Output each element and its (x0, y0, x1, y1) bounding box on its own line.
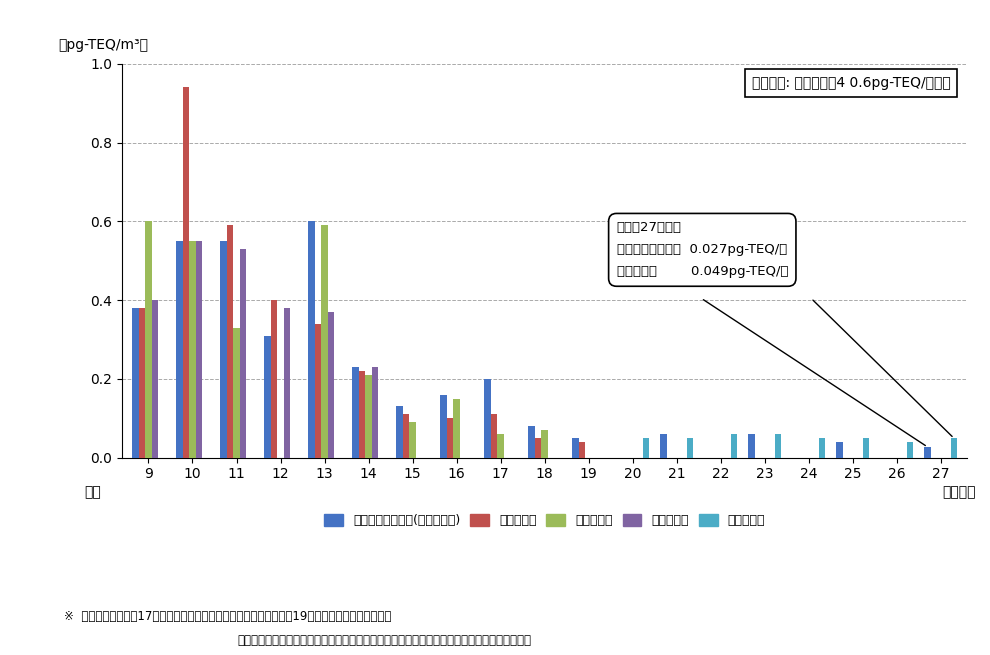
Bar (497, 434, 504, 458)
Bar (146, 221, 151, 458)
Bar (731, 434, 738, 458)
Bar (484, 379, 491, 458)
Text: 環境基準: 年間平均倂4 0.6pg-TEQ/㎡以下: 環境基準: 年間平均倂4 0.6pg-TEQ/㎡以下 (751, 75, 950, 90)
Bar (328, 312, 335, 458)
Bar (748, 434, 755, 458)
Text: 《平成27年度》
水道管理センター  0.027pg-TEQ/㎡
新開小学校        0.049pg-TEQ/㎡: 《平成27年度》 水道管理センター 0.027pg-TEQ/㎡ 新開小学校 0.… (617, 221, 788, 278)
Bar (453, 399, 460, 458)
Bar (529, 426, 535, 458)
Bar (264, 335, 270, 458)
Bar (907, 442, 914, 458)
Bar (535, 438, 542, 458)
Text: （年度）: （年度） (942, 485, 976, 499)
Bar (234, 328, 240, 458)
Bar (409, 422, 416, 458)
Bar (322, 225, 328, 458)
Bar (132, 308, 139, 458)
Bar (403, 415, 409, 458)
Bar (176, 241, 182, 458)
Text: 平成: 平成 (84, 485, 101, 499)
Bar (139, 308, 146, 458)
Bar (182, 87, 189, 458)
Text: 資料：ダイオキシン類対策特別措置法に基づく大気常時監視結果『埼玉県環境部大気環境課』: 資料：ダイオキシン類対策特別措置法に基づく大気常時監視結果『埼玉県環境部大気環境… (238, 634, 532, 647)
Bar (227, 225, 234, 458)
Bar (240, 249, 247, 458)
Bar (579, 442, 585, 458)
Bar (775, 434, 781, 458)
Bar (542, 430, 548, 458)
Bar (491, 415, 497, 458)
Bar (925, 447, 931, 458)
Bar (572, 438, 579, 458)
Bar (352, 367, 358, 458)
Bar (196, 241, 202, 458)
Bar (189, 241, 196, 458)
Bar (862, 438, 869, 458)
Text: ※  陣屋小学校は平成17年度まで、片山小学校及び第四中学校は平成19年度までの測定結果です。: ※ 陣屋小学校は平成17年度まで、片山小学校及び第四中学校は平成19年度までの測… (64, 610, 392, 624)
Bar (220, 241, 227, 458)
Bar (643, 438, 649, 458)
Bar (441, 395, 446, 458)
Bar (396, 407, 403, 458)
Bar (950, 438, 957, 458)
Bar (365, 375, 372, 458)
Bar (308, 221, 315, 458)
Bar (151, 300, 158, 458)
Text: （pg-TEQ/m³）: （pg-TEQ/m³） (58, 38, 148, 52)
Bar (284, 308, 290, 458)
Bar (819, 438, 826, 458)
Bar (358, 371, 365, 458)
Bar (837, 442, 842, 458)
Bar (660, 434, 667, 458)
Bar (446, 419, 453, 458)
Legend: 水道管理センター(埼玉県測定), 第四中学校, 片山小学校, 陣屋小学校, 新開小学校: 水道管理センター(埼玉県測定), 第四中学校, 片山小学校, 陣屋小学校, 新開… (319, 509, 770, 533)
Bar (270, 300, 277, 458)
Bar (315, 324, 322, 458)
Bar (687, 438, 693, 458)
Bar (372, 367, 378, 458)
